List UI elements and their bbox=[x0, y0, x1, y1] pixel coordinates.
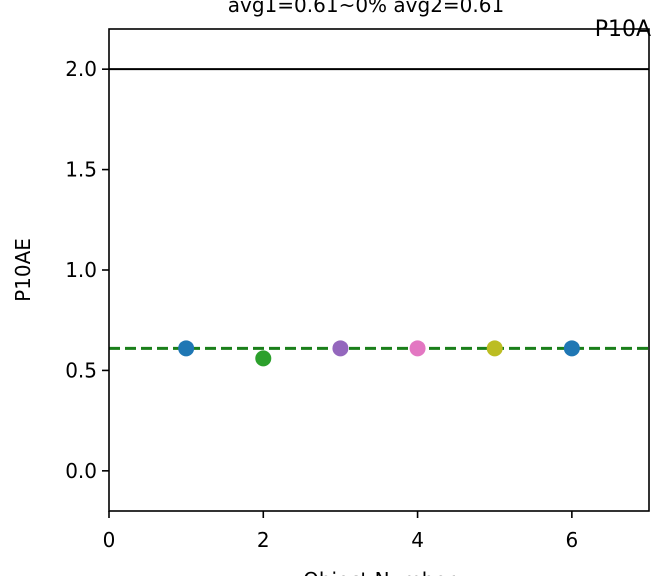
plot-frame bbox=[108, 28, 650, 512]
y-axis-label: P10AE bbox=[11, 238, 35, 302]
y-tick-label: 2.0 bbox=[65, 57, 97, 81]
point bbox=[409, 340, 426, 357]
x-axis-label: Object Number bbox=[303, 568, 456, 576]
x-tick-label: 2 bbox=[257, 528, 270, 552]
chart-title: avg1=0.61~0% avg2=0.61 bbox=[228, 0, 504, 17]
point bbox=[255, 350, 272, 367]
x-tick-label: 6 bbox=[565, 528, 578, 552]
x-tick-label: 4 bbox=[411, 528, 424, 552]
point bbox=[178, 340, 195, 357]
x-tick-label: 0 bbox=[103, 528, 116, 552]
point bbox=[332, 340, 349, 357]
y-tick-label: 0.5 bbox=[65, 358, 97, 382]
point bbox=[563, 340, 580, 357]
y-tick-label: 1.0 bbox=[65, 258, 97, 282]
y-tick-label: 0.0 bbox=[65, 459, 97, 483]
point bbox=[486, 340, 503, 357]
y-tick-label: 1.5 bbox=[65, 158, 97, 182]
